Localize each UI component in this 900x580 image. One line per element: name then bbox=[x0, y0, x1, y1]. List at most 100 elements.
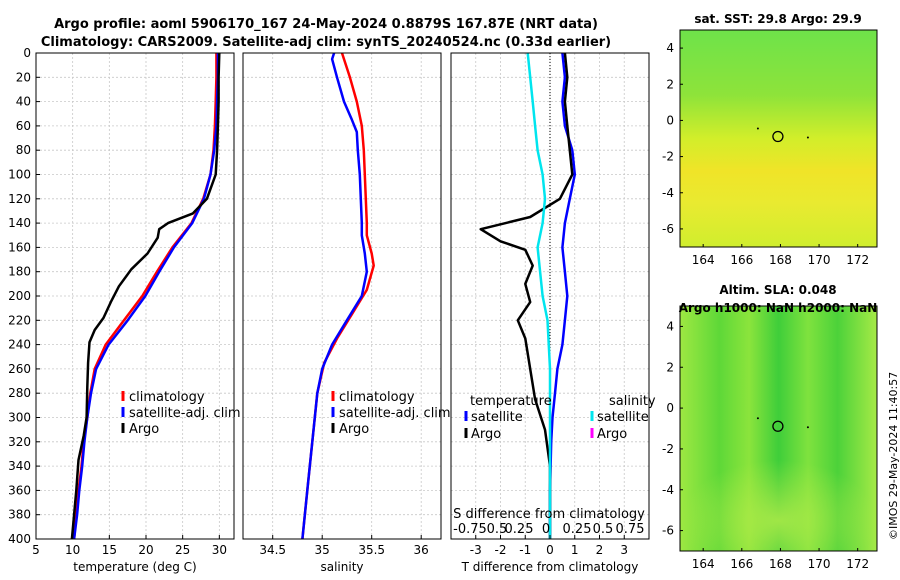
legend-label: Argo bbox=[129, 422, 159, 437]
salinity-profile-series-satellite-adj-clim bbox=[301, 52, 369, 540]
difference-profile-xlabel: T difference from climatology bbox=[461, 560, 639, 574]
depth-axis: 0 20 40 60 80 100 120 140 160 180 200 220 240 260 280 3… bbox=[8, 46, 40, 546]
sla-map-xtick-label: 164 bbox=[692, 557, 715, 571]
sst-map-xtick-label: 166 bbox=[730, 253, 753, 267]
legend-label: satellite-adj. clim bbox=[339, 406, 451, 421]
secondary-tick-label: 0.25 bbox=[563, 522, 592, 537]
salinity-profile-frame bbox=[242, 52, 442, 540]
sla-map-ytick-label: -6 bbox=[662, 524, 674, 538]
ytick-label: 20 bbox=[16, 70, 31, 84]
difference-profile-xtick-label: 0 bbox=[546, 543, 554, 557]
ytick-label: 280 bbox=[8, 386, 31, 400]
ytick-label: 60 bbox=[16, 119, 31, 133]
sla-map-blob bbox=[680, 430, 877, 551]
sst-map-ytick-label: 0 bbox=[666, 113, 674, 127]
difference-profile-series-t-argo bbox=[479, 52, 574, 539]
ytick-label: 360 bbox=[8, 483, 31, 497]
legend-label: Argo bbox=[597, 427, 627, 442]
sst-map-xtick-label: 164 bbox=[692, 253, 715, 267]
temperature-profile-series-argo bbox=[70, 52, 221, 540]
ytick-label: 220 bbox=[8, 313, 31, 327]
legend-label: satellite bbox=[597, 410, 649, 425]
temperature-profile-xtick-label: 25 bbox=[175, 543, 190, 557]
difference-legend: temperature salinitysatelliteArgosatellit… bbox=[453, 394, 656, 537]
sla-map-xtick-label: 166 bbox=[730, 557, 753, 571]
sst-map-speck bbox=[756, 127, 759, 130]
temperature-profile-xlabel: temperature (deg C) bbox=[73, 560, 196, 574]
ytick-label: 80 bbox=[16, 143, 31, 157]
sst-map-speck bbox=[806, 136, 809, 139]
secondary-tick-label: 0.5 bbox=[487, 522, 508, 537]
difference-profile-series-t-satellite bbox=[548, 52, 577, 539]
temperature-profile-xtick-label: 30 bbox=[212, 543, 227, 557]
temperature-profile-xtick-label: 10 bbox=[65, 543, 80, 557]
secondary-tick-label: 0.25 bbox=[505, 522, 534, 537]
ytick-label: 120 bbox=[8, 192, 31, 206]
sst-map-field bbox=[680, 30, 877, 247]
sst-map-ytick-label: -2 bbox=[662, 150, 674, 164]
secondary-tick-label: -0.75 bbox=[453, 522, 487, 537]
secondary-axis-label: S difference from climatology bbox=[453, 507, 645, 522]
temperature-profile-xtick-label: 5 bbox=[32, 543, 40, 557]
sst-map-ytick-label: 2 bbox=[666, 77, 674, 91]
legend-label: satellite bbox=[471, 410, 523, 425]
ytick-label: 0 bbox=[23, 46, 31, 60]
temperature-profile-xtick-label: 15 bbox=[102, 543, 117, 557]
map-panels: 164 166 168 170 172 4 2 0 -2 -4 -6 164 166 168 170 172 4… bbox=[662, 12, 878, 571]
ytick-label: 40 bbox=[16, 95, 31, 109]
sst-map-ytick-label: -6 bbox=[662, 222, 674, 236]
salinity-profile-xtick-label: 35 bbox=[315, 543, 330, 557]
sst-map-xtick-label: 172 bbox=[846, 253, 869, 267]
ytick-label: 140 bbox=[8, 216, 31, 230]
salinity-profile-xlabel: salinity bbox=[320, 560, 363, 574]
ytick-label: 400 bbox=[8, 532, 31, 546]
secondary-tick-label: 0.5 bbox=[593, 522, 614, 537]
difference-profile: -3 -2 -1 0 1 2 3 T difference from climatology bbox=[450, 52, 650, 574]
difference-profile-xtick-label: -2 bbox=[495, 543, 507, 557]
secondary-tick-label: 0.75 bbox=[616, 522, 645, 537]
sst-map-axes: 164 166 168 170 172 4 2 0 -2 -4 -6 bbox=[662, 29, 878, 267]
legend-label: Argo bbox=[339, 422, 369, 437]
legend-label: climatology bbox=[129, 390, 205, 405]
difference-profile-xtick-label: -3 bbox=[470, 543, 482, 557]
temperature-profile-xtick-label: 20 bbox=[138, 543, 153, 557]
imos-credit: ©IMOS 29-May-2024 11:40:57 bbox=[887, 372, 900, 540]
sla-map-xtick-label: 172 bbox=[846, 557, 869, 571]
sla-map-xtick-label: 170 bbox=[808, 557, 831, 571]
ytick-label: 300 bbox=[8, 411, 31, 425]
ytick-label: 180 bbox=[8, 265, 31, 279]
sst-map-argo-marker bbox=[772, 130, 784, 143]
sst-map-ytick-label: 4 bbox=[666, 41, 674, 55]
sla-map-subtitle: Argo h1000: NaN h2000: NaN bbox=[679, 301, 878, 315]
salinity-profile: 34.5 35 35.5 36 salinity bbox=[242, 52, 442, 574]
ytick-label: 260 bbox=[8, 362, 31, 376]
sla-map-frame bbox=[679, 305, 878, 552]
ytick-label: 320 bbox=[8, 435, 31, 449]
sla-map-ytick-label: -2 bbox=[662, 442, 674, 456]
sla-map-ytick-label: 0 bbox=[666, 401, 674, 415]
difference-profile-xtick-label: 1 bbox=[571, 543, 579, 557]
sla-map-title: Altim. SLA: 0.048 bbox=[719, 283, 836, 297]
salinity-profile-xtick-label: 35.5 bbox=[358, 543, 385, 557]
ytick-label: 380 bbox=[8, 508, 31, 522]
legend-title-salinity: salinity bbox=[609, 394, 656, 409]
legend-label: climatology bbox=[339, 390, 415, 405]
sst-map-xtick-label: 170 bbox=[808, 253, 831, 267]
legend-label: satellite-adj. clim bbox=[129, 406, 241, 421]
legend-title-temperature: temperature bbox=[470, 394, 552, 409]
sla-map-ytick-label: 4 bbox=[666, 319, 674, 333]
temperature-profile-series-satellite-adj-clim bbox=[72, 53, 220, 540]
sst-map-xtick-label: 168 bbox=[769, 253, 792, 267]
sla-map-axes: 164 166 168 170 172 4 2 0 -2 -4 -6 bbox=[662, 305, 878, 571]
difference-profile-xtick-label: 3 bbox=[620, 543, 628, 557]
difference-profile-xtick-label: -1 bbox=[519, 543, 531, 557]
sla-map-speck bbox=[806, 426, 809, 429]
temperature-profile: 5 10 15 20 25 30 temperature (deg C) bbox=[32, 52, 235, 574]
sla-map-ytick-label: 2 bbox=[666, 360, 674, 374]
title-line-2: Climatology: CARS2009. Satellite-adj cli… bbox=[41, 35, 611, 50]
ytick-label: 100 bbox=[8, 168, 31, 182]
sla-map-speck bbox=[756, 417, 759, 420]
title-line-1: Argo profile: aoml 5906170_167 24-May-20… bbox=[54, 17, 598, 32]
